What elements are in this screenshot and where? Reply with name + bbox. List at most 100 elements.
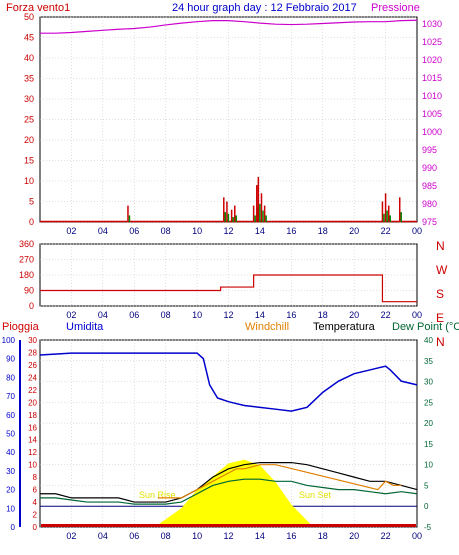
direction-y-tick-label: 270 (19, 255, 34, 265)
x-tick-label: 22 (381, 531, 391, 541)
x-tick-label: 00 (412, 531, 422, 541)
x-tick-label: 14 (255, 310, 265, 320)
pressure-y-tick-label: 1015 (422, 73, 442, 83)
x-tick-label: 08 (161, 531, 171, 541)
pressure-y-tick-label: 1005 (422, 109, 442, 119)
rain-y-tick-label: 6 (33, 486, 38, 495)
x-tick-label: 16 (286, 226, 296, 236)
wind-y-tick-label: 20 (24, 135, 34, 145)
x-tick-label: 06 (129, 226, 139, 236)
pressure-y-tick-label: 1020 (422, 55, 442, 65)
x-tick-label: 10 (192, 310, 202, 320)
chart-title: 24 hour graph day : 12 Febbraio 2017 (172, 2, 357, 14)
x-tick-label: 14 (255, 226, 265, 236)
rain-label: Pioggia (2, 321, 40, 333)
x-tick-label: 02 (66, 226, 76, 236)
direction-y-tick-label: 360 (19, 239, 34, 249)
humidity-y-tick-label: 0 (11, 523, 16, 532)
x-tick-label: 12 (223, 531, 233, 541)
x-tick-label: 18 (318, 531, 328, 541)
wind-y-tick-label: 50 (24, 12, 34, 22)
x-tick-label: 06 (129, 531, 139, 541)
x-tick-label: 04 (98, 531, 108, 541)
x-tick-label: 04 (98, 226, 108, 236)
humidity-y-tick-label: 20 (6, 486, 15, 495)
humidity-y-tick-label: 80 (6, 373, 15, 382)
rain-y-tick-label: 30 (28, 336, 37, 345)
wind-y-tick-label: 25 (24, 115, 34, 125)
pressure-y-tick-label: 1000 (422, 127, 442, 137)
humidity-y-tick-label: 70 (6, 392, 15, 401)
wind-y-tick-label: 35 (24, 74, 34, 84)
rain-y-tick-label: 2 (33, 511, 38, 520)
humidity-y-tick-label: 30 (6, 467, 15, 476)
windchill-label: Windchill (245, 321, 289, 333)
rain-y-tick-label: 18 (28, 411, 37, 420)
rain-y-tick-label: 14 (28, 436, 37, 445)
temp-y-tick-label: 15 (424, 440, 433, 449)
humidity-label: Umidita (66, 321, 104, 333)
direction-y-tick-label: 0 (29, 301, 34, 311)
wind-y-tick-label: 45 (24, 33, 34, 43)
pressure-y-tick-label: 990 (422, 163, 437, 173)
pressure-axis-title: Pressione (371, 2, 420, 14)
pressure-y-tick-label: 985 (422, 181, 437, 191)
rain-y-tick-label: 8 (33, 473, 38, 482)
series-line-umidita (39, 352, 418, 412)
rain-y-tick-label: 24 (28, 373, 37, 382)
direction-line (40, 274, 417, 303)
x-tick-label: 20 (349, 226, 359, 236)
pressure-y-tick-label: 995 (422, 145, 437, 155)
compass-label: W (436, 263, 448, 277)
wind-axis-title: Forza vento1 (6, 2, 70, 14)
temperature-label: Temperatura (313, 321, 376, 333)
x-tick-label: 12 (223, 226, 233, 236)
x-tick-label: 14 (255, 531, 265, 541)
humidity-y-tick-label: 50 (6, 430, 15, 439)
humidity-y-tick-label: 40 (6, 448, 15, 457)
sun-set-label: Sun Set (299, 490, 332, 500)
rain-y-tick-label: 22 (28, 386, 37, 395)
rain-y-tick-label: 0 (33, 523, 38, 532)
humidity-y-tick-label: 100 (2, 336, 16, 345)
temp-y-tick-label: 5 (424, 481, 429, 490)
x-tick-label: 22 (381, 310, 391, 320)
x-tick-label: 18 (318, 310, 328, 320)
temp-y-tick-label: 30 (424, 378, 433, 387)
x-tick-label: 22 (381, 226, 391, 236)
pressure-y-tick-label: 1030 (422, 19, 442, 29)
temp-y-tick-label: 0 (424, 502, 429, 511)
x-tick-label: 20 (349, 310, 359, 320)
temp-y-tick-label: 35 (424, 357, 433, 366)
pressure-y-tick-label: 975 (422, 217, 437, 227)
x-tick-label: 18 (318, 226, 328, 236)
x-tick-label: 16 (286, 531, 296, 541)
wind-y-tick-label: 5 (29, 197, 34, 207)
series-line-dew-point (40, 478, 418, 505)
wind-y-tick-label: 30 (24, 94, 34, 104)
direction-y-tick-label: 90 (24, 286, 34, 296)
temp-y-tick-label: 20 (424, 419, 433, 428)
rain-y-tick-label: 16 (28, 423, 37, 432)
wind-y-tick-label: 40 (24, 53, 34, 63)
series-line-temperatura (40, 461, 418, 503)
x-tick-label: 00 (412, 310, 422, 320)
x-tick-label: 10 (192, 531, 202, 541)
x-tick-label: 10 (192, 226, 202, 236)
rain-bar (41, 524, 416, 527)
compass-label: N (436, 335, 445, 349)
pressure-line (40, 19, 418, 34)
x-tick-label: 16 (286, 310, 296, 320)
compass-label: S (436, 287, 444, 301)
temp-y-tick-label: 10 (424, 461, 433, 470)
wind-y-tick-label: 15 (24, 156, 34, 166)
rain-y-tick-label: 28 (28, 348, 37, 357)
rain-y-tick-label: 26 (28, 361, 37, 370)
x-tick-label: 06 (129, 310, 139, 320)
compass-label: E (436, 311, 444, 325)
rain-y-tick-label: 20 (28, 398, 37, 407)
x-tick-label: 02 (66, 531, 76, 541)
wind-y-tick-label: 10 (24, 176, 34, 186)
